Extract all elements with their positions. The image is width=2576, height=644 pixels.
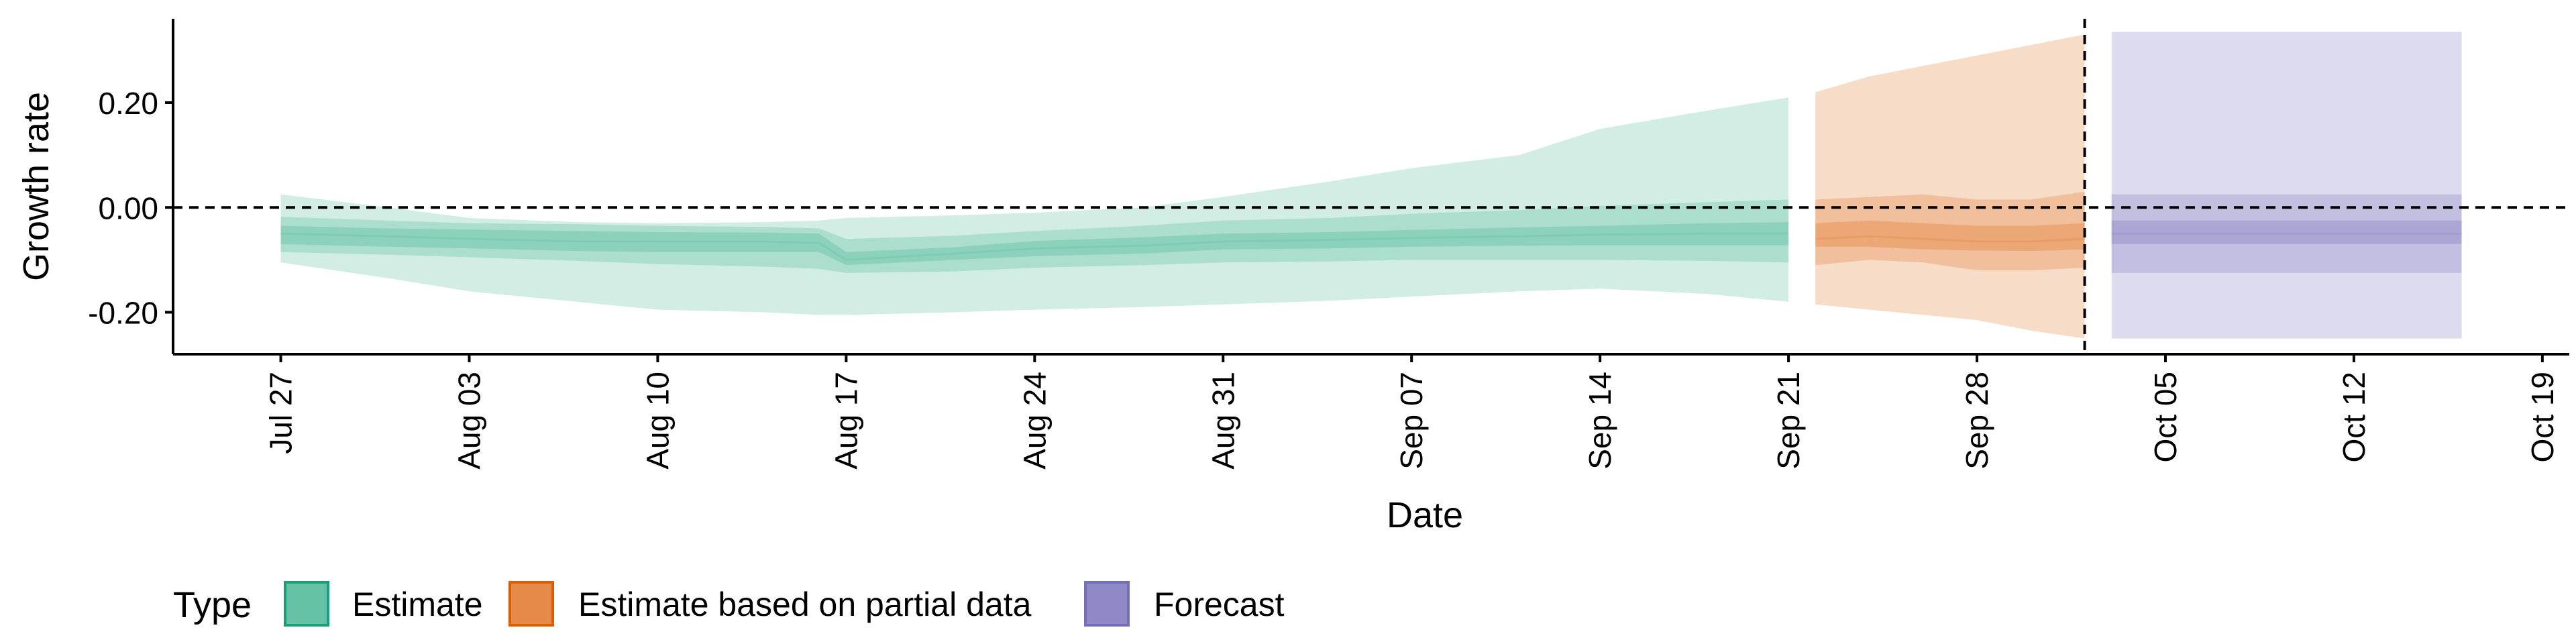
- x-axis-ticks: Jul 27 Aug 03 Aug 10 Aug 17 Aug 24 Aug 31 Sep …: [264, 354, 2560, 470]
- ribbon-bands: [280, 32, 2462, 339]
- x-tick-label: Aug 24: [1017, 372, 1052, 470]
- legend-key-1: [284, 581, 329, 627]
- x-tick-label: Aug 31: [1205, 372, 1240, 470]
- forecast-inner-band: [2111, 220, 2462, 244]
- axes: [172, 19, 2569, 356]
- estimate-median-line: [280, 232, 1789, 261]
- y-tick-label: -0.20: [88, 296, 158, 331]
- estimate-outer-band: [280, 97, 1789, 315]
- x-tick-label: Oct 19: [2525, 372, 2560, 463]
- legend-label: Forecast: [1154, 586, 1285, 623]
- estimate-inner-band: [280, 222, 1789, 266]
- y-tick-label: 0.20: [98, 86, 158, 121]
- estimate-based-on-partial-data-middle-band: [1815, 191, 2085, 270]
- x-tick-label: Sep 14: [1582, 372, 1617, 470]
- legend-title: Type: [173, 585, 252, 625]
- y-axis-label: Growth rate: [16, 92, 56, 281]
- y-axis-ticks: 0.20 0.00 -0.20: [88, 86, 173, 331]
- x-tick-label: Aug 17: [828, 372, 863, 470]
- forecast-middle-band: [2111, 194, 2462, 273]
- y-tick-label: 0.00: [98, 191, 158, 225]
- estimate-based-on-partial-data-inner-band: [1815, 220, 2085, 252]
- legend-items: Estimate Estimate based on partial data Fo…: [284, 581, 1285, 627]
- x-tick-label: Aug 10: [640, 372, 675, 470]
- x-tick-label: Oct 12: [2337, 372, 2371, 463]
- x-tick-label: Jul 27: [264, 372, 299, 454]
- x-tick-label: Sep 28: [1960, 372, 1994, 470]
- legend-label: Estimate: [352, 586, 483, 623]
- forecast-outer-band: [2111, 32, 2462, 339]
- median-lines: [280, 232, 2462, 261]
- x-tick-label: Aug 03: [451, 372, 486, 470]
- x-tick-label: Sep 07: [1394, 372, 1429, 470]
- x-axis-label: Date: [1387, 495, 1463, 535]
- legend-key-2: [508, 581, 554, 627]
- estimate-based-on-partial-data-outer-band: [1815, 34, 2085, 339]
- legend-label: Estimate based on partial data: [578, 586, 1032, 623]
- x-tick-label: Oct 05: [2148, 372, 2183, 463]
- legend-key-3: [1084, 581, 1130, 627]
- estimate-middle-band: [280, 199, 1789, 273]
- legend: Type Estimate Estimate based on partial d…: [173, 581, 1285, 627]
- x-tick-label: Sep 21: [1771, 372, 1806, 470]
- estimate-based-on-partial-data-median-line: [1815, 235, 2085, 243]
